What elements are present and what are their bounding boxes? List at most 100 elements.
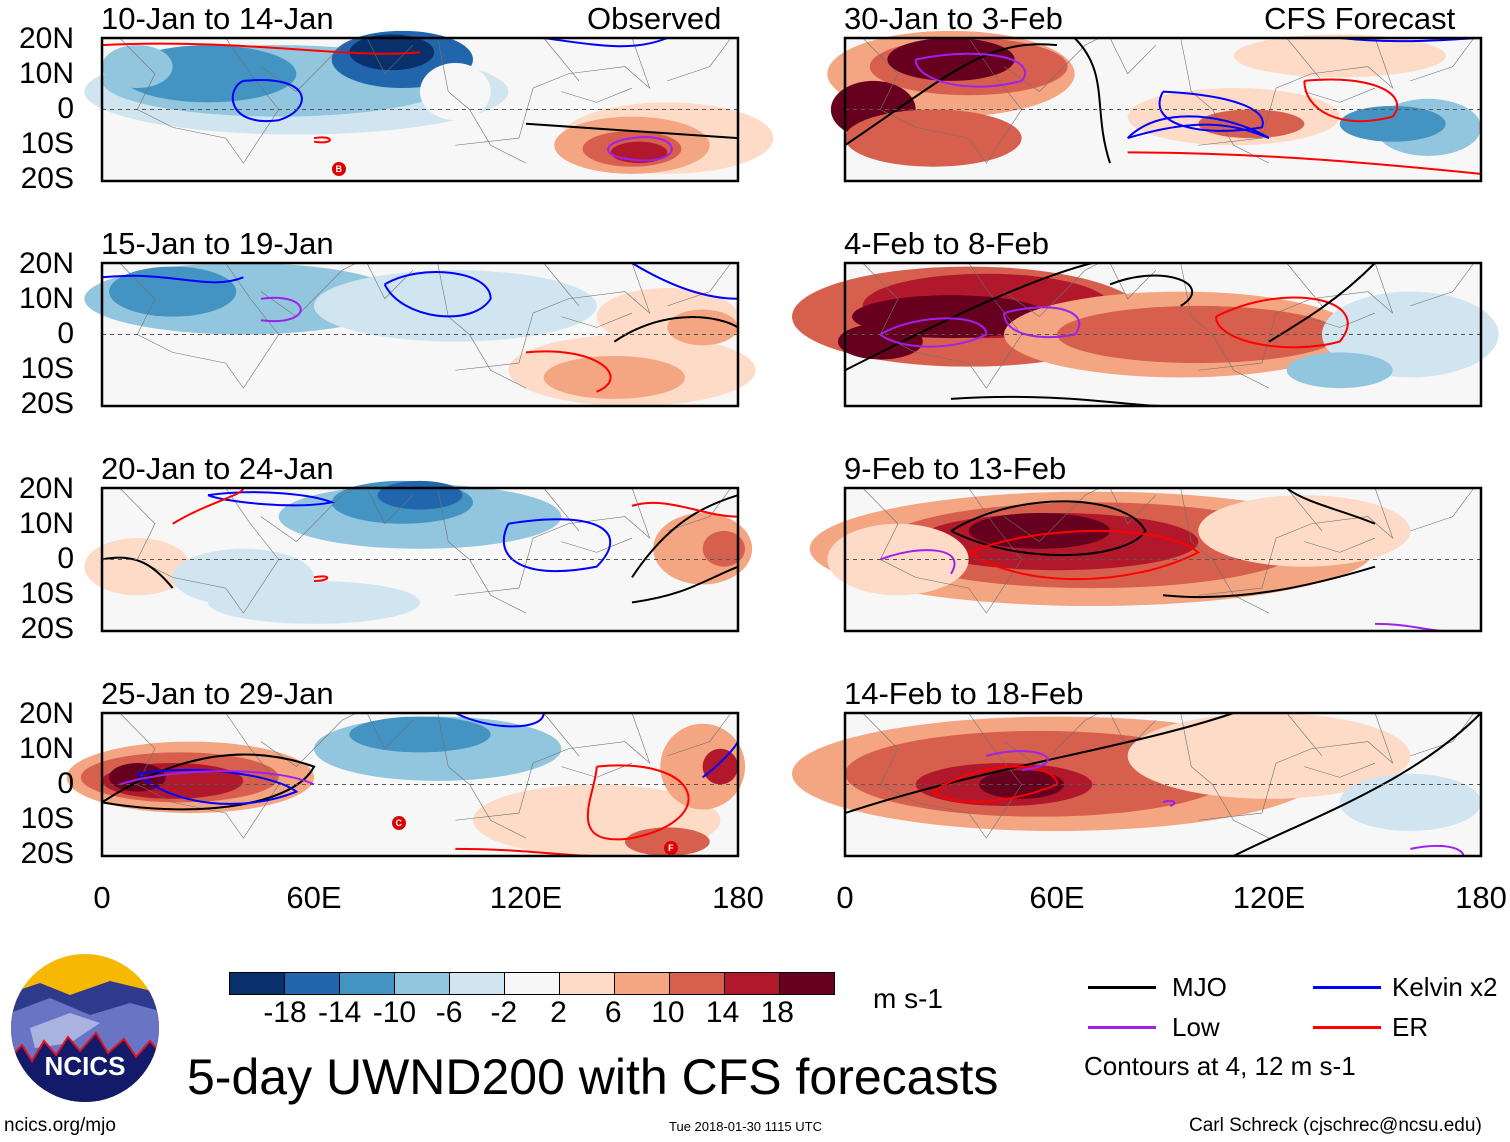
panel-title: 15-Jan to 19-Jan (101, 226, 334, 261)
contour-line (1075, 38, 1110, 163)
wind-anomaly-region (420, 63, 491, 121)
contour-line (102, 276, 243, 283)
contour-line (102, 44, 420, 54)
contour-line (526, 124, 738, 138)
wind-anomaly-region (109, 266, 237, 317)
colorbar-tick-label: -6 (435, 996, 463, 1029)
contour-line (544, 38, 668, 46)
author-credit: Carl Schreck (cjschrec@ncsu.edu) (1189, 1115, 1482, 1136)
colorbar-swatch (285, 973, 340, 994)
legend-kelvin-label: Kelvin x2 (1392, 972, 1498, 1002)
contour-line (1410, 846, 1463, 856)
panel-title: 25-Jan to 29-Jan (101, 676, 334, 711)
map-panel (84, 263, 756, 406)
lat-label: 10S (20, 577, 74, 610)
colorbar-units: m s-1 (873, 983, 943, 1014)
contour-line (102, 754, 314, 809)
source-url[interactable]: ncics.org/mjo (4, 1115, 116, 1136)
panel-frame (845, 38, 1481, 181)
coastline (120, 263, 731, 388)
colorbar (229, 972, 835, 995)
wind-anomaly-region (349, 34, 435, 71)
contour-line (880, 550, 954, 574)
coastline (863, 38, 1474, 163)
contour-line (1287, 488, 1375, 524)
contour-line (1304, 79, 1397, 121)
contour-line (137, 770, 296, 804)
legend-er-label: ER (1392, 1012, 1429, 1042)
legend-low-line (1088, 1026, 1156, 1029)
lat-label: 10N (18, 282, 74, 315)
legend-mjo-label: MJO (1172, 972, 1227, 1002)
panel-frame (102, 263, 738, 406)
contour-line (1110, 276, 1192, 306)
panel-title: 10-Jan to 14-Jan (101, 1, 334, 36)
panel-frame (102, 38, 738, 181)
wind-anomaly-region (377, 480, 463, 510)
map-panel (827, 30, 1481, 181)
contour-line (208, 492, 332, 505)
lat-label: 10S (20, 127, 74, 160)
contour-line (845, 44, 1057, 145)
lon-label: 120E (1232, 880, 1306, 915)
legend-kelvin-line (1313, 986, 1381, 989)
contour-line (504, 519, 610, 571)
colorbar-swatch (615, 973, 670, 994)
wind-anomaly-region (314, 270, 597, 342)
lat-label: 20S (20, 612, 74, 645)
forecast-label: CFS Forecast (1264, 1, 1456, 36)
map-panel (792, 263, 1499, 406)
panel-frame (845, 263, 1481, 406)
colorbar-tick-label: 2 (550, 996, 567, 1029)
colorbar-swatch (670, 973, 725, 994)
contour-line (526, 351, 611, 391)
map-panel (792, 713, 1481, 856)
panel-title: 14-Feb to 18-Feb (844, 676, 1084, 711)
lat-label: 10S (20, 352, 74, 385)
wind-anomaly-region (837, 323, 923, 360)
lat-label: 0 (57, 317, 74, 350)
wind-anomaly-region (845, 109, 1022, 167)
contour-line (385, 272, 491, 316)
wind-anomaly-region (1339, 105, 1446, 142)
lat-label: 20N (18, 472, 74, 505)
contour-note: Contours at 4, 12 m s-1 (1084, 1051, 1356, 1081)
wind-anomaly-region (660, 723, 746, 810)
lat-label: 0 (57, 92, 74, 125)
map-panel (84, 480, 753, 631)
contour-line (261, 298, 301, 321)
contour-line (1160, 92, 1263, 131)
wind-anomaly-region (667, 309, 738, 346)
colorbar-tick-label: 6 (604, 996, 622, 1029)
lon-label: 120E (489, 880, 563, 915)
lat-label: 20S (20, 162, 74, 195)
lat-label: 0 (57, 542, 74, 575)
panel-title: 9-Feb to 13-Feb (844, 451, 1067, 486)
wind-anomaly-region (1198, 495, 1411, 567)
colorbar-swatch (450, 973, 505, 994)
colorbar-swatch (395, 973, 450, 994)
contour-line (1163, 567, 1375, 597)
timestamp: Tue 2018-01-30 1115 UTC (669, 1119, 822, 1134)
contour-line (1234, 713, 1481, 856)
lat-label: 10S (20, 802, 74, 835)
contour-line (916, 54, 1025, 87)
wind-anomaly-region (1233, 34, 1446, 78)
wind-anomaly-region (1286, 352, 1393, 389)
wind-anomaly-region (208, 580, 420, 624)
colorbar-swatch (340, 973, 395, 994)
contour-line (632, 503, 738, 517)
ncics-logo: NCICS (11, 954, 159, 1102)
contour-line (986, 751, 1048, 770)
coastline (863, 713, 1474, 838)
map-panel (66, 713, 746, 856)
contour-line (455, 713, 543, 726)
coastline (120, 713, 731, 838)
lat-label: 20N (18, 22, 74, 55)
lat-label: 20S (20, 837, 74, 870)
lat-label: 10N (18, 57, 74, 90)
colorbar-swatch (505, 973, 560, 994)
contour-line (845, 713, 1234, 813)
tropical-cyclone-icon: B (331, 162, 346, 177)
map-panel (84, 30, 774, 181)
